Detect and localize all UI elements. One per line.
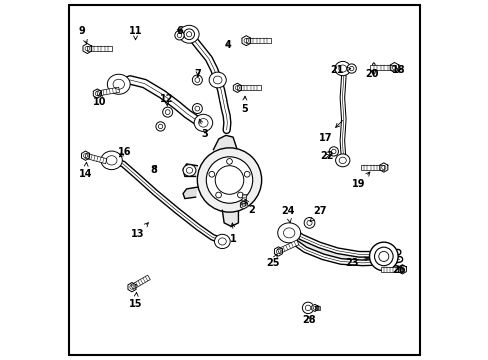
Circle shape [244,171,249,177]
Polygon shape [240,201,246,209]
Circle shape [175,31,184,40]
Text: 6: 6 [176,26,183,36]
Text: 5: 5 [241,96,247,114]
Polygon shape [311,304,317,311]
Text: 7: 7 [194,68,201,78]
Polygon shape [183,187,197,199]
Text: 21: 21 [330,65,350,75]
Text: 9: 9 [79,26,87,44]
Ellipse shape [183,165,196,176]
Circle shape [192,104,202,113]
Text: 11: 11 [128,26,142,40]
Text: 19: 19 [351,172,369,189]
Text: 22: 22 [319,151,333,161]
Ellipse shape [334,62,350,76]
Circle shape [346,64,356,73]
Text: 8: 8 [150,165,157,175]
Ellipse shape [335,154,349,167]
Ellipse shape [101,151,122,170]
Polygon shape [379,163,387,172]
Polygon shape [389,63,398,72]
Circle shape [304,217,314,228]
Text: 13: 13 [130,223,148,239]
Text: 20: 20 [365,68,378,78]
Polygon shape [241,194,246,205]
Ellipse shape [107,74,130,94]
Circle shape [302,302,313,314]
Polygon shape [360,165,383,170]
Ellipse shape [179,25,199,43]
Ellipse shape [194,114,212,131]
Ellipse shape [371,63,375,74]
Circle shape [215,166,244,194]
Circle shape [328,147,338,156]
Polygon shape [97,87,120,96]
Polygon shape [398,265,406,274]
Circle shape [374,247,392,266]
Text: 3: 3 [199,119,208,139]
Polygon shape [87,46,111,51]
Circle shape [192,75,202,85]
Polygon shape [274,247,282,256]
Polygon shape [81,151,89,160]
Polygon shape [93,89,101,98]
Circle shape [208,171,214,177]
Polygon shape [237,85,260,90]
Ellipse shape [277,223,300,243]
Polygon shape [128,283,136,292]
Polygon shape [314,306,320,310]
Polygon shape [85,153,107,164]
Polygon shape [287,227,399,263]
Polygon shape [369,65,394,70]
Circle shape [378,251,388,261]
Text: 28: 28 [302,315,315,325]
Text: 12: 12 [160,94,173,106]
Text: 4: 4 [224,40,231,50]
Circle shape [197,148,261,212]
Text: 17: 17 [318,121,342,143]
Polygon shape [380,267,402,272]
Text: 14: 14 [79,162,92,179]
Circle shape [156,122,165,131]
Circle shape [237,192,243,198]
Text: 27: 27 [309,206,326,221]
Circle shape [206,157,252,203]
Polygon shape [277,240,298,254]
Polygon shape [233,83,241,93]
Text: 25: 25 [266,254,279,268]
Text: 26: 26 [391,265,405,275]
Polygon shape [130,275,150,289]
Text: 10: 10 [93,91,106,107]
Circle shape [369,242,397,271]
Polygon shape [246,38,270,44]
Text: 1: 1 [230,223,237,244]
Ellipse shape [214,234,230,249]
Text: 15: 15 [128,292,142,309]
Text: 2: 2 [244,199,255,215]
Circle shape [163,107,172,117]
Text: 16: 16 [118,147,131,157]
Text: 24: 24 [281,206,294,223]
Text: 23: 23 [344,257,368,268]
Ellipse shape [209,72,226,88]
Polygon shape [242,36,250,46]
Circle shape [215,192,221,198]
Polygon shape [183,164,197,176]
Polygon shape [83,44,91,54]
Polygon shape [213,135,236,150]
Circle shape [183,29,194,40]
Polygon shape [222,210,238,226]
Text: 18: 18 [391,65,405,75]
Circle shape [226,158,232,164]
